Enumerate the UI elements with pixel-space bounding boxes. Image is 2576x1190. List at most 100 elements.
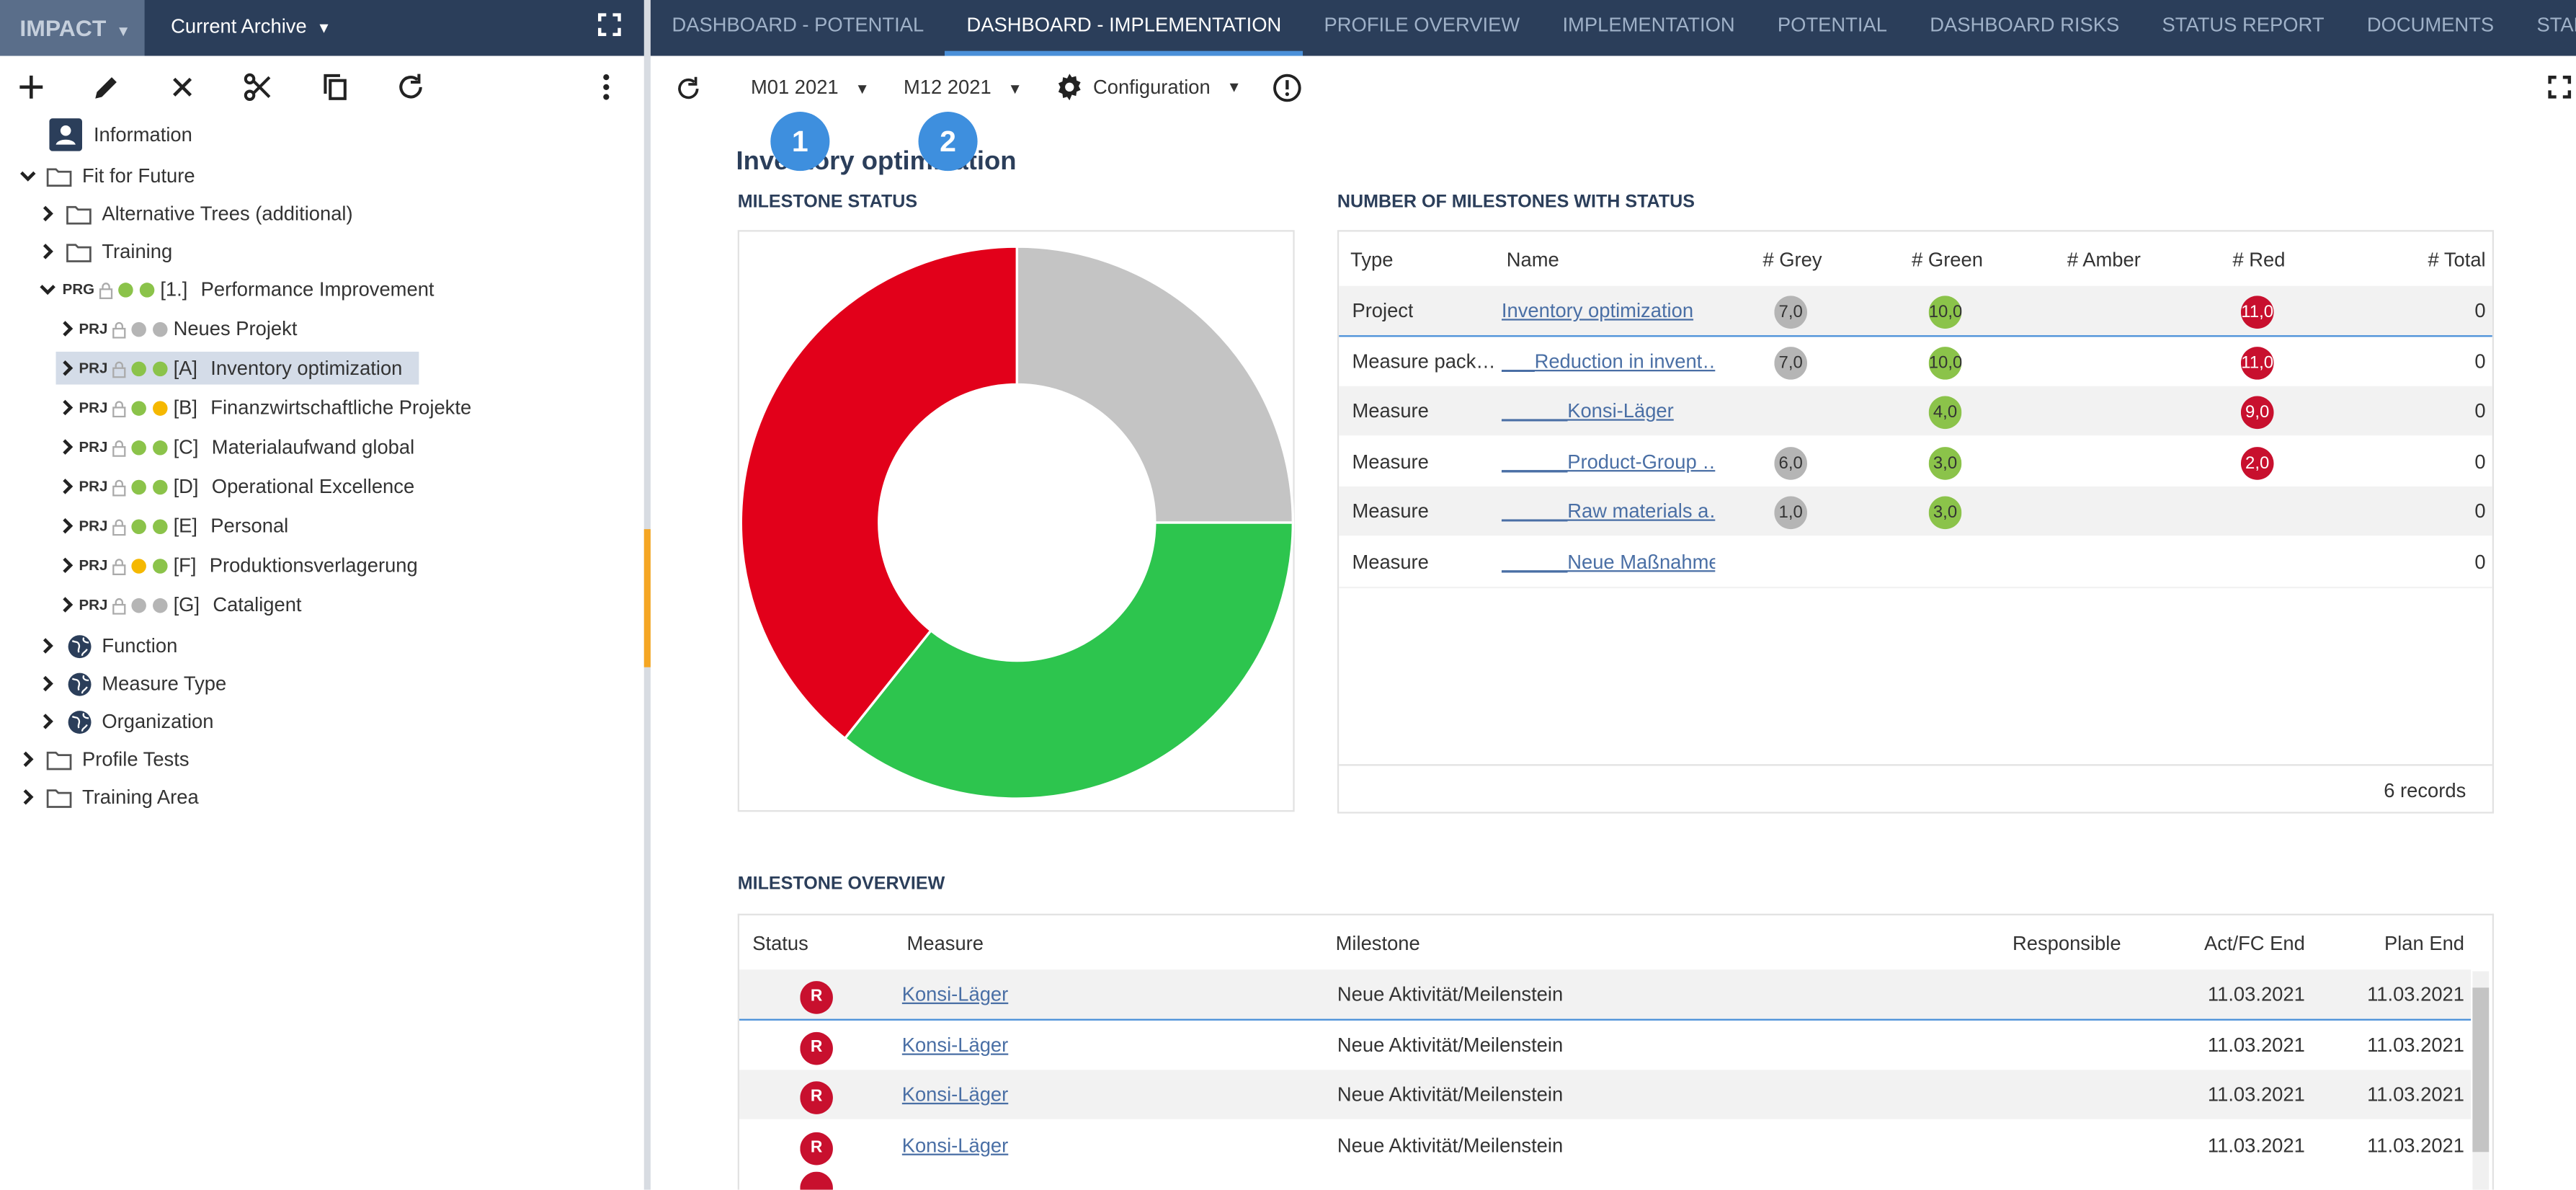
archive-selector[interactable]: Current Archive ▼ bbox=[171, 0, 331, 56]
table-row[interactable]: Measure ______Product-Group … 6,0 3,0 2,… bbox=[1339, 437, 2492, 486]
cell-name-link[interactable]: ______Konsi-Läger bbox=[1501, 399, 1674, 422]
cell-name-link[interactable]: ______Raw materials a… bbox=[1501, 499, 1716, 523]
refresh-icon[interactable] bbox=[394, 71, 427, 104]
tree-item-project[interactable]: PRJ Neues Projekt bbox=[56, 312, 298, 345]
chevron-right-icon[interactable] bbox=[56, 396, 79, 419]
column-header-milestone[interactable]: Milestone bbox=[1335, 931, 1420, 955]
refresh-icon[interactable] bbox=[674, 74, 703, 104]
donut-slice-red[interactable] bbox=[739, 245, 1019, 740]
chevron-right-icon[interactable] bbox=[36, 202, 59, 225]
chevron-down-icon[interactable] bbox=[36, 277, 59, 301]
measure-link[interactable]: Konsi-Läger bbox=[901, 1083, 1009, 1106]
tree-item-alternative-trees[interactable]: Alternative Trees (additional) bbox=[36, 197, 353, 231]
tab-implementation[interactable]: IMPLEMENTATION bbox=[1562, 13, 1735, 37]
table-row[interactable]: R Konsi-Läger Neue Aktivität/Meilenstein… bbox=[739, 1121, 2471, 1170]
column-header-responsible[interactable]: Responsible bbox=[2013, 931, 2121, 955]
tab-status-report[interactable]: STATUS REPORT bbox=[2162, 13, 2325, 37]
plus-icon[interactable] bbox=[15, 71, 48, 104]
chevron-down-icon[interactable] bbox=[17, 164, 40, 187]
chevron-right-icon[interactable] bbox=[56, 317, 79, 340]
column-header-status[interactable]: Status bbox=[752, 931, 808, 955]
chevron-right-icon[interactable] bbox=[56, 515, 79, 538]
table-row[interactable]: Measure ______Raw materials a… 1,0 3,0 0 bbox=[1339, 486, 2492, 536]
column-header-green[interactable]: # Green bbox=[1912, 248, 1983, 272]
chevron-right-icon[interactable] bbox=[17, 786, 40, 809]
chevron-right-icon[interactable] bbox=[17, 747, 40, 771]
configuration-menu[interactable]: Configuration ▼ bbox=[1055, 72, 1242, 102]
tree-item-measure-type[interactable]: Measure Type bbox=[36, 667, 226, 701]
column-header-amber[interactable]: # Amber bbox=[2067, 248, 2141, 272]
fullscreen-icon[interactable] bbox=[2548, 75, 2572, 99]
column-header-measure[interactable]: Measure bbox=[906, 931, 984, 955]
scrollbar-thumb[interactable] bbox=[2472, 987, 2490, 1153]
chevron-right-icon[interactable] bbox=[36, 672, 59, 696]
cell-name-link[interactable]: ______Neue Maßnahme bbox=[1501, 550, 1716, 574]
table-row[interactable]: R Konsi-Läger Neue Aktivität/Meilenstein… bbox=[739, 1070, 2472, 1119]
column-header-plan-end[interactable]: Plan End bbox=[2384, 931, 2464, 955]
tab-dashboard-potential[interactable]: DASHBOARD - POTENTIAL bbox=[672, 13, 924, 37]
column-header-red[interactable]: # Red bbox=[2232, 248, 2286, 272]
tab-potential[interactable]: POTENTIAL bbox=[1777, 13, 1887, 37]
cell-name-link[interactable]: Inventory optimization bbox=[1501, 298, 1694, 322]
tab-dashboard-risks[interactable]: DASHBOARD RISKS bbox=[1930, 13, 2120, 37]
tree-item-training-area[interactable]: Training Area bbox=[17, 781, 199, 814]
tree-item-project-selected[interactable]: PRJ [A] Inventory optimization bbox=[55, 351, 419, 385]
pencil-icon[interactable] bbox=[90, 71, 123, 104]
table-row-partial[interactable] bbox=[739, 1171, 2471, 1190]
fullscreen-icon[interactable] bbox=[597, 13, 621, 37]
chevron-right-icon[interactable] bbox=[56, 475, 79, 498]
chevron-right-icon[interactable] bbox=[56, 357, 79, 380]
tree-item-profile-tests[interactable]: Profile Tests bbox=[17, 743, 190, 776]
column-header-act-end[interactable]: Act/FC End bbox=[2203, 931, 2305, 955]
scissors-icon[interactable] bbox=[241, 71, 275, 104]
tree-item-information[interactable]: Information bbox=[49, 118, 192, 151]
column-header-total[interactable]: # Total bbox=[2428, 248, 2486, 272]
chevron-right-icon[interactable] bbox=[36, 710, 59, 733]
app-switcher[interactable]: IMPACT ▼ bbox=[0, 0, 145, 56]
tree-item-function[interactable]: Function bbox=[36, 629, 177, 662]
tab-documents[interactable]: DOCUMENTS bbox=[2366, 13, 2495, 37]
chevron-right-icon[interactable] bbox=[36, 634, 59, 657]
tree-item-training[interactable]: Training bbox=[36, 235, 172, 268]
more-vertical-icon[interactable] bbox=[590, 71, 623, 104]
measure-link[interactable]: Konsi-Läger bbox=[901, 1134, 1009, 1158]
tree-item-fit-for-future[interactable]: Fit for Future bbox=[17, 159, 195, 192]
chevron-right-icon[interactable] bbox=[56, 593, 79, 616]
alert-circle-icon[interactable] bbox=[1272, 72, 1303, 103]
tab-dashboard-implementation[interactable]: DASHBOARD - IMPLEMENTATION bbox=[945, 0, 1303, 56]
period-from-select[interactable]: M01 2021 ▼ bbox=[751, 76, 870, 99]
tab-profile-overview[interactable]: PROFILE OVERVIEW bbox=[1324, 13, 1520, 37]
pane-splitter[interactable] bbox=[643, 0, 651, 1190]
tree-item-project[interactable]: PRJ [B] Finanzwirtschaftliche Projekte bbox=[56, 391, 471, 425]
table-row[interactable]: R Konsi-Läger Neue Aktivität/Meilenstein… bbox=[739, 969, 2472, 1021]
close-icon[interactable] bbox=[166, 71, 199, 104]
tree-item-project[interactable]: PRJ [F] Produktionsverlagerung bbox=[56, 549, 418, 582]
table-row[interactable]: Project Inventory optimization 7,0 10,0 … bbox=[1339, 285, 2492, 337]
chevron-right-icon[interactable] bbox=[56, 554, 79, 577]
table-row[interactable]: Measure pack… ___Reduction in invent… 7,… bbox=[1339, 337, 2492, 386]
tree-item-organization[interactable]: Organization bbox=[36, 705, 214, 738]
column-header-name[interactable]: Name bbox=[1506, 248, 1559, 272]
tree-item-project[interactable]: PRJ [D] Operational Excellence bbox=[56, 470, 415, 503]
cell-name-link[interactable]: ______Product-Group … bbox=[1501, 450, 1716, 474]
cell-name-link[interactable]: ___Reduction in invent… bbox=[1501, 350, 1716, 373]
table-row[interactable]: Measure ______Neue Maßnahme 0 bbox=[1339, 538, 2492, 587]
donut-slice-green[interactable] bbox=[843, 521, 1295, 800]
period-to-select[interactable]: M12 2021 ▼ bbox=[904, 76, 1022, 99]
measure-link[interactable]: Konsi-Läger bbox=[901, 1034, 1009, 1057]
tree-item-project[interactable]: PRJ [G] Cataligent bbox=[56, 588, 302, 621]
tree-item-project[interactable]: PRJ [E] Personal bbox=[56, 510, 289, 543]
table-row[interactable]: R Konsi-Läger Neue Aktivität/Meilenstein… bbox=[739, 1021, 2471, 1070]
tree-item-project[interactable]: PRJ [C] Materialaufwand global bbox=[56, 430, 415, 463]
tab-staffing[interactable]: STAFFING bbox=[2536, 13, 2576, 37]
column-header-type[interactable]: Type bbox=[1350, 248, 1394, 272]
column-header-grey[interactable]: # Grey bbox=[1762, 248, 1822, 272]
table-row[interactable]: Measure ______Konsi-Läger 4,0 9,0 0 bbox=[1339, 386, 2492, 436]
chevron-right-icon[interactable] bbox=[56, 435, 79, 458]
chevron-right-icon[interactable] bbox=[36, 240, 59, 263]
donut-slice-grey[interactable] bbox=[1015, 245, 1295, 524]
splitter-handle[interactable] bbox=[643, 529, 651, 667]
measure-link[interactable]: Konsi-Läger bbox=[901, 982, 1009, 1006]
copy-icon[interactable] bbox=[318, 71, 352, 104]
vertical-scrollbar[interactable] bbox=[2472, 971, 2490, 1190]
